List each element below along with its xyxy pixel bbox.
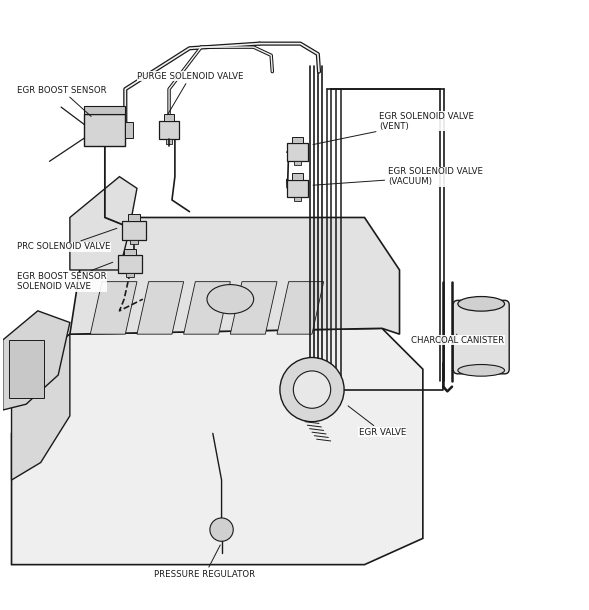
Bar (124, 249, 136, 256)
Polygon shape (70, 177, 137, 270)
Bar (84, 114, 125, 146)
Circle shape (280, 357, 344, 422)
Bar (292, 173, 303, 179)
Polygon shape (137, 282, 184, 334)
Bar (292, 137, 303, 143)
Circle shape (293, 371, 330, 408)
Bar (128, 215, 140, 221)
Bar (166, 139, 173, 144)
Ellipse shape (458, 296, 505, 311)
Bar (294, 197, 301, 201)
Polygon shape (3, 311, 70, 410)
Text: EGR SOLENOID VALVE
(VENT): EGR SOLENOID VALVE (VENT) (313, 112, 474, 145)
Text: EGR BOOST SENSOR
SOLENOID VALVE: EGR BOOST SENSOR SOLENOID VALVE (17, 262, 112, 292)
Polygon shape (12, 334, 70, 480)
Ellipse shape (207, 285, 254, 314)
Bar (9, 340, 44, 398)
Bar (294, 161, 301, 165)
Polygon shape (12, 328, 423, 565)
Ellipse shape (458, 365, 505, 376)
Polygon shape (277, 282, 324, 334)
Bar (130, 240, 138, 245)
Text: EGR VALVE: EGR VALVE (348, 406, 406, 437)
Bar (122, 221, 146, 240)
FancyBboxPatch shape (453, 300, 509, 374)
Bar (126, 273, 134, 278)
Text: PURGE SOLENOID VALVE: PURGE SOLENOID VALVE (137, 72, 243, 115)
Text: PRC SOLENOID VALVE: PRC SOLENOID VALVE (17, 228, 117, 251)
Text: CHARCOAL CANISTER: CHARCOAL CANISTER (411, 334, 504, 345)
Bar (118, 256, 142, 273)
Bar (84, 106, 125, 114)
Bar (164, 114, 174, 121)
Circle shape (210, 518, 233, 541)
Text: PRESSURE REGULATOR: PRESSURE REGULATOR (154, 545, 256, 579)
Text: EGR SOLENOID VALVE
(VACUUM): EGR SOLENOID VALVE (VACUUM) (313, 167, 483, 186)
Bar (287, 179, 308, 197)
Text: EGR BOOST SENSOR: EGR BOOST SENSOR (17, 86, 107, 117)
Polygon shape (70, 218, 399, 334)
Polygon shape (90, 282, 137, 334)
Bar (159, 121, 179, 139)
Polygon shape (230, 282, 277, 334)
Bar (287, 143, 308, 161)
Bar (125, 122, 134, 138)
Polygon shape (184, 282, 230, 334)
